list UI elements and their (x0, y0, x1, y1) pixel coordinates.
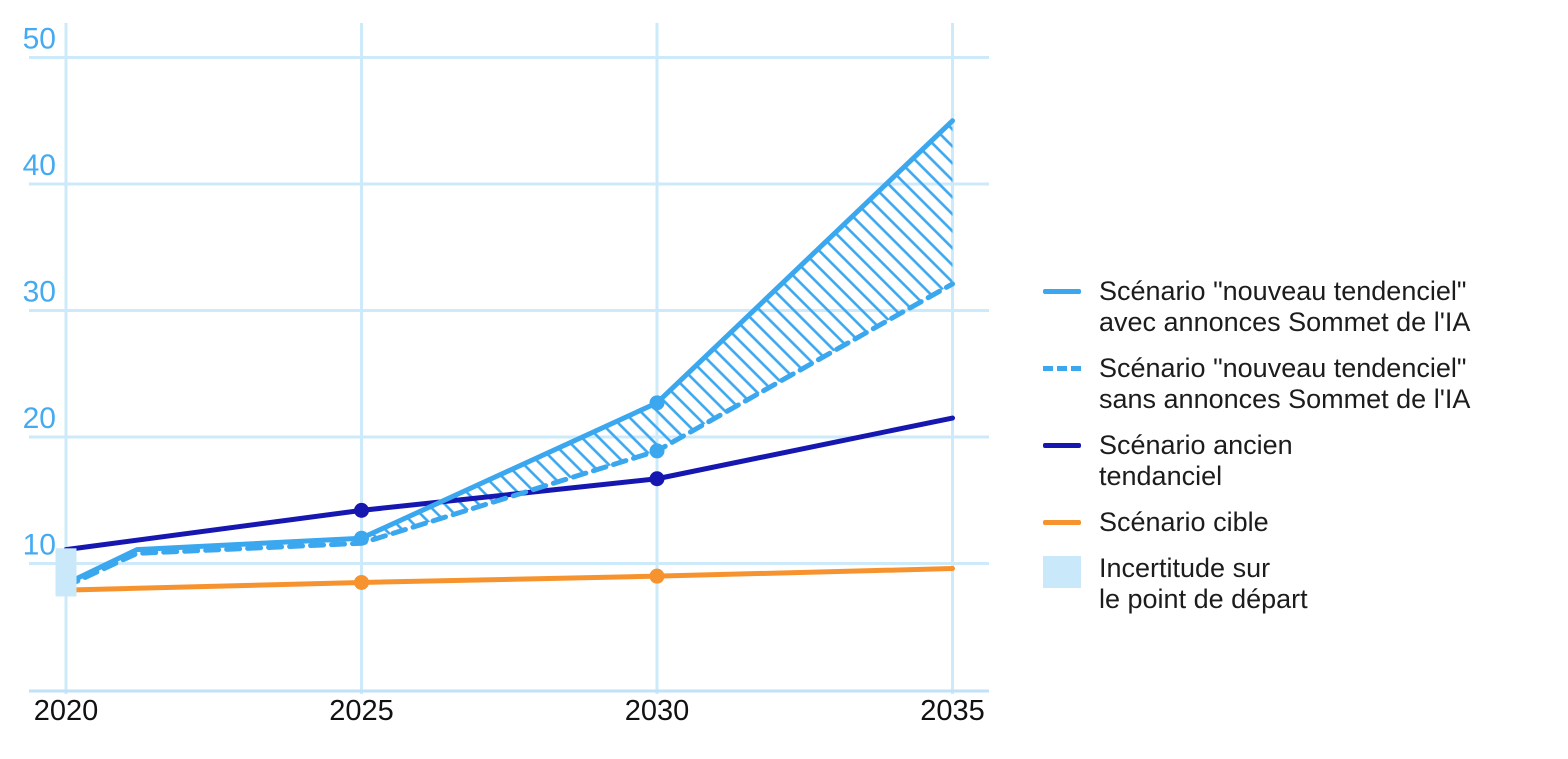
legend-label-line: avec annonces Sommet de l'IA (1099, 307, 1471, 337)
series-marker-cible-2030 (649, 568, 665, 584)
x-tick-label-2020: 2020 (34, 695, 99, 727)
y-tick-label-20: 20 (23, 402, 56, 435)
legend-label-line: Scénario cible (1099, 507, 1269, 537)
legend-label-line: le point de départ (1099, 584, 1308, 614)
y-tick-label-40: 40 (23, 149, 56, 182)
legend-label-line: Scénario ancien (1099, 430, 1293, 460)
series-marker-ancien-tendanciel-2030 (649, 471, 665, 487)
series-marker-ancien-tendanciel-2025 (354, 502, 369, 518)
legend-swatch-rect-incertitude (1043, 556, 1081, 588)
legend-item-cible: Scénario cible (1043, 507, 1553, 538)
y-tick-label-10: 10 (23, 529, 56, 562)
legend-swatch-line-solid-avec-annonces (1043, 289, 1081, 294)
series-marker-sans-annonces-2030 (649, 443, 665, 459)
legend-item-avec-annonces: Scénario "nouveau tendenciel" avec annonc… (1043, 276, 1553, 338)
legend-item-incertitude: Incertitude sur le point de départ (1043, 553, 1553, 615)
legend-label-line: Scénario "nouveau tendenciel" (1099, 276, 1467, 306)
legend-item-sans-annonces: Scénario "nouveau tendenciel" sans annonc… (1043, 353, 1553, 415)
legend-label-incertitude: Incertitude sur le point de départ (1099, 553, 1308, 615)
hatch-band-scenario-gap (361, 120, 953, 544)
legend-swatch-line-solid-cible (1043, 520, 1081, 525)
x-tick-label-2025: 2025 (329, 695, 394, 727)
legend-label-cible: Scénario cible (1099, 507, 1269, 538)
legend-item-ancien-tendanciel: Scénario ancien tendanciel (1043, 430, 1553, 492)
series-line-ancien-tendanciel (63, 415, 955, 553)
x-tick-label-2035: 2035 (920, 695, 985, 727)
y-tick-label-50: 50 (23, 23, 56, 56)
series-marker-cible-2025 (354, 574, 369, 590)
legend-label-sans-annonces: Scénario "nouveau tendenciel" sans annonc… (1099, 353, 1470, 415)
legend-swatch-line-dashed-sans-annonces (1043, 366, 1081, 371)
series-marker-avec-annonces-2025 (354, 530, 369, 546)
legend-label-ancien-tendanciel: Scénario ancien tendanciel (1099, 430, 1293, 492)
legend-swatch-line-solid-ancien-tendanciel (1043, 443, 1081, 448)
legend-label-avec-annonces: Scénario "nouveau tendenciel" avec annonc… (1099, 276, 1470, 338)
legend-label-line: tendanciel (1099, 461, 1223, 491)
series-line-cible (63, 566, 955, 593)
y-tick-label-30: 30 (23, 276, 56, 309)
chart-legend: Scénario "nouveau tendenciel" avec annonc… (1043, 276, 1553, 630)
legend-label-line: Scénario "nouveau tendenciel" (1099, 353, 1467, 383)
legend-label-line: Incertitude sur (1099, 553, 1271, 583)
uncertainty-box (55, 548, 77, 597)
series-marker-avec-annonces-2030 (649, 395, 665, 411)
legend-label-line: sans annonces Sommet de l'IA (1099, 384, 1471, 414)
x-tick-label-2030: 2030 (625, 695, 690, 727)
